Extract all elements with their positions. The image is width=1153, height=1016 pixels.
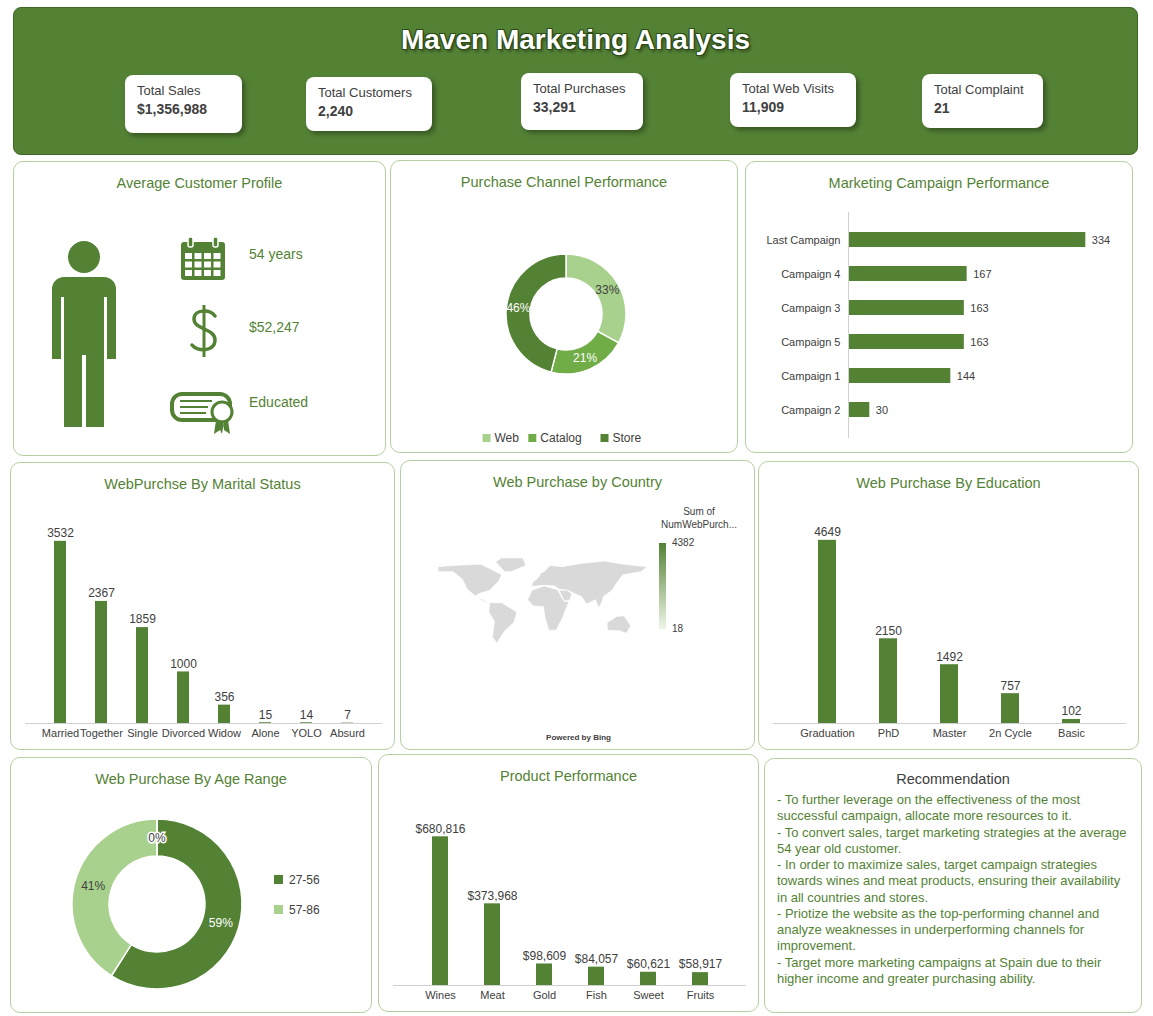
html-text:Total Customers: Total Customers — [318, 85, 412, 100]
svg-text:0%: 0% — [148, 831, 166, 845]
html-text:Web Purchase by Country: Web Purchase by Country — [493, 474, 662, 490]
svg-text:$373,968: $373,968 — [467, 889, 517, 903]
html-text:Total Complaint: Total Complaint — [934, 82, 1024, 97]
svg-text:$84,057: $84,057 — [575, 952, 619, 966]
svg-text:102: 102 — [1061, 704, 1081, 718]
svg-text:YOLO: YOLO — [291, 727, 322, 739]
html-text:$52,247: $52,247 — [249, 319, 300, 335]
html-text:- In order to maximize sales,: - In order to maximize sales, target cam… — [777, 857, 1121, 905]
svg-text:Single: Single — [127, 727, 158, 739]
svg-text:Alone: Alone — [251, 727, 279, 739]
svg-text:1859: 1859 — [129, 612, 156, 626]
html-text:4382: 4382 — [672, 537, 695, 548]
html-text:$1,356,988: $1,356,988 — [137, 101, 208, 117]
svg-text:$58,917: $58,917 — [679, 957, 723, 971]
svg-text:167: 167 — [973, 268, 991, 280]
svg-text:163: 163 — [970, 302, 988, 314]
svg-text:356: 356 — [214, 690, 234, 704]
svg-text:21%: 21% — [573, 351, 597, 365]
svg-text:Wines: Wines — [425, 989, 456, 1001]
svg-text:41%: 41% — [81, 879, 105, 893]
svg-text:Store: Store — [613, 431, 642, 445]
svg-text:Campaign 2: Campaign 2 — [781, 404, 840, 416]
html-text:Web Purchase By Education: Web Purchase By Education — [856, 475, 1041, 491]
svg-text:Campaign 1: Campaign 1 — [781, 370, 840, 382]
svg-text:Last Campaign: Last Campaign — [767, 234, 841, 246]
svg-text:7: 7 — [344, 708, 351, 722]
svg-text:3532: 3532 — [47, 526, 74, 540]
svg-text:2n Cycle: 2n Cycle — [989, 727, 1032, 739]
html-text:Average Customer Profile: Average Customer Profile — [116, 175, 283, 191]
html-text:Web Purchase By Age Range: Web Purchase By Age Range — [95, 771, 287, 787]
svg-text:27-56: 27-56 — [289, 873, 320, 887]
html-text:33,291: 33,291 — [533, 99, 576, 115]
svg-text:Widow: Widow — [208, 727, 241, 739]
svg-text:Gold: Gold — [533, 989, 556, 1001]
svg-text:1492: 1492 — [936, 650, 963, 664]
html-text:Purchase Channel Performance: Purchase Channel Performance — [460, 174, 668, 190]
svg-text:Campaign 5: Campaign 5 — [781, 336, 840, 348]
svg-text:Sweet: Sweet — [633, 989, 664, 1001]
svg-text:4649: 4649 — [814, 525, 841, 539]
svg-text:Campaign 3: Campaign 3 — [781, 302, 840, 314]
svg-text:Campaign 4: Campaign 4 — [781, 268, 840, 280]
svg-text:Together: Together — [80, 727, 123, 739]
svg-text:Meat: Meat — [480, 989, 504, 1001]
html-text:Total Purchases: Total Purchases — [533, 81, 626, 96]
svg-text:$680,816: $680,816 — [415, 822, 465, 836]
html-text:Marketing Campaign Performance: Marketing Campaign Performance — [828, 175, 1050, 191]
svg-text:757: 757 — [1000, 679, 1020, 693]
svg-text:15: 15 — [259, 708, 273, 722]
svg-text:PhD: PhD — [878, 727, 899, 739]
html-text:- Priotize the website as the: - Priotize the website as the top-perfor… — [777, 905, 1100, 954]
html-text:Recommendation: Recommendation — [896, 771, 1010, 787]
html-text:11,909: 11,909 — [742, 99, 785, 115]
svg-text:Fish: Fish — [586, 989, 607, 1001]
svg-text:334: 334 — [1092, 234, 1110, 246]
html-text:- To convert sales, target mar: - To convert sales, target marketing str… — [777, 824, 1127, 856]
svg-text:Absurd: Absurd — [330, 727, 365, 739]
svg-text:2367: 2367 — [88, 586, 115, 600]
svg-text:Fruits: Fruits — [687, 989, 715, 1001]
svg-text:30: 30 — [876, 404, 888, 416]
svg-text:144: 144 — [957, 370, 975, 382]
html-text:18: 18 — [672, 623, 684, 634]
html-text:WebPurchse By Marital Status: WebPurchse By Marital Status — [104, 476, 301, 492]
svg-text:$98,609: $98,609 — [523, 949, 567, 963]
html-text:Maven Marketing Analysis: Maven Marketing Analysis — [401, 24, 750, 55]
svg-text:2150: 2150 — [875, 624, 902, 638]
html-text:Total Sales: Total Sales — [137, 83, 201, 98]
html-text:Total Web Visits: Total Web Visits — [742, 81, 834, 96]
html-text:Powered by Bing: Powered by Bing — [546, 733, 611, 742]
svg-text:33%: 33% — [595, 283, 619, 297]
html-text:54 years: 54 years — [249, 246, 303, 262]
svg-text:Web: Web — [495, 431, 520, 445]
svg-text:Divorced: Divorced — [162, 727, 205, 739]
svg-text:Basic: Basic — [1058, 727, 1085, 739]
svg-text:163: 163 — [970, 336, 988, 348]
svg-text:14: 14 — [300, 708, 314, 722]
svg-text:Catalog: Catalog — [540, 431, 581, 445]
svg-text:57-86: 57-86 — [289, 903, 320, 917]
html-text:Product Performance: Product Performance — [500, 768, 637, 784]
html-text:21: 21 — [934, 100, 950, 116]
html-text:2,240: 2,240 — [318, 103, 353, 119]
svg-text:Married: Married — [42, 727, 79, 739]
html-text:- To further leverage on the e: - To further leverage on the effectivene… — [777, 792, 1080, 824]
svg-text:46%: 46% — [506, 301, 530, 315]
svg-text:$60,621: $60,621 — [627, 957, 671, 971]
svg-text:1000: 1000 — [170, 657, 197, 671]
svg-text:Graduation: Graduation — [800, 727, 854, 739]
html-text:Educated: Educated — [249, 394, 309, 410]
html-text:- Target more marketing campai: - Target more marketing campaigns at Spa… — [777, 954, 1102, 986]
html-text:Sum of NumWebPurch...: Sum of NumWebPurch... — [661, 506, 737, 530]
svg-text:Master: Master — [933, 727, 967, 739]
svg-text:59%: 59% — [209, 916, 233, 930]
